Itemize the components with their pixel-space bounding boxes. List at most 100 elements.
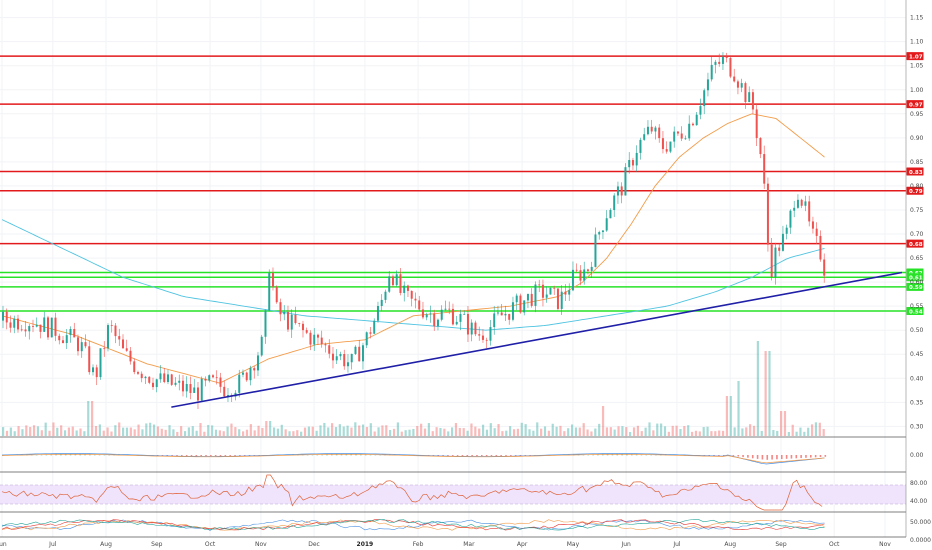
ema-fast-line xyxy=(1,113,825,384)
volume-bar xyxy=(609,427,612,436)
volume-bar xyxy=(137,424,140,436)
candle-body xyxy=(549,287,552,295)
macd-histogram-bar xyxy=(776,455,778,460)
candle-body xyxy=(759,138,762,155)
candle-body xyxy=(181,380,184,392)
candle-body xyxy=(275,286,278,303)
candlesticks xyxy=(2,52,826,409)
volume-bar xyxy=(44,422,47,436)
volume-bar xyxy=(505,430,508,436)
macd-histogram-bar xyxy=(747,455,749,458)
candle-body xyxy=(466,313,469,335)
volume-bar xyxy=(377,427,380,436)
candle-body xyxy=(740,83,743,88)
volume-bar xyxy=(594,428,597,436)
macd-histogram-bar xyxy=(524,455,527,456)
macd-histogram-bar xyxy=(800,455,802,459)
x-tick-label: Sep xyxy=(151,541,163,548)
volume-bar xyxy=(745,427,748,436)
volume-bar xyxy=(799,427,802,436)
time-axis[interactable]: Jun Jul Aug Sep Oct Nov Dec 2019 Feb Mar Apr May Jun… xyxy=(0,541,891,548)
candle-body xyxy=(553,287,556,289)
resistance-label-4: 0.68 xyxy=(909,242,923,248)
candle-body xyxy=(324,344,327,346)
volume-bar xyxy=(226,426,229,436)
x-tick-label: Aug xyxy=(724,541,736,548)
volume-bar xyxy=(98,424,101,436)
volume-bar xyxy=(338,424,341,436)
resistance-label-0: 1.07 xyxy=(909,54,923,60)
candle-body xyxy=(125,348,128,351)
volume-bar xyxy=(702,427,705,436)
volume-bar xyxy=(443,428,446,436)
volume-bar xyxy=(752,425,756,436)
candle-body xyxy=(470,322,473,335)
volume-bar xyxy=(323,422,326,436)
volume-bar xyxy=(652,430,655,436)
candle-body xyxy=(485,339,488,341)
y-tick-label: 1.15 xyxy=(910,15,924,22)
candle-body xyxy=(298,323,301,324)
y-tick-label: 0.35 xyxy=(910,399,924,406)
volume-bar xyxy=(249,424,252,436)
macd-histogram-bar xyxy=(621,454,623,456)
volume-bar xyxy=(822,428,825,436)
candle-body xyxy=(9,322,12,328)
candle-body xyxy=(511,302,514,320)
candle-body xyxy=(736,81,739,88)
macd-histogram-bar xyxy=(737,455,740,457)
support-label-box-1 xyxy=(906,273,924,282)
volume-bar xyxy=(512,429,516,436)
volume-bar xyxy=(319,425,322,436)
macd-histogram-bar xyxy=(790,455,793,459)
macd-histogram-bar xyxy=(751,455,754,459)
candle-body xyxy=(313,334,316,345)
volume-bar xyxy=(454,422,458,436)
volume-bar xyxy=(710,431,713,436)
candle-body xyxy=(136,372,139,374)
volume-bar xyxy=(218,430,221,436)
volume-bar xyxy=(741,428,744,436)
volume-bar xyxy=(601,406,605,436)
candle-body xyxy=(260,336,263,356)
volume-bar xyxy=(361,424,365,436)
macd-histogram-bar xyxy=(810,455,812,458)
macd-histogram-bar xyxy=(350,454,352,456)
volume-bar xyxy=(660,423,663,436)
volume-bar xyxy=(551,423,554,436)
candle-body xyxy=(309,332,312,345)
candle-body xyxy=(114,325,117,337)
volume-bar xyxy=(311,426,314,436)
volume-bar xyxy=(536,422,539,436)
candle-body xyxy=(384,291,387,300)
candle-body xyxy=(545,294,548,298)
candle-body xyxy=(710,64,713,80)
price-axis[interactable]: 1.15 1.10 1.05 1.00 0.95 0.90 0.85 0.80 0.75 0.70… xyxy=(905,0,931,544)
y-tick-label: 0.75 xyxy=(910,207,924,214)
volume-bar xyxy=(675,425,678,436)
candle-body xyxy=(789,210,792,228)
candle-body xyxy=(328,345,331,354)
candle-body xyxy=(95,367,98,378)
macd-histogram-bar xyxy=(456,455,459,456)
y-tick-label: 1.00 xyxy=(910,87,924,94)
candle-body xyxy=(635,152,638,166)
volume-bar xyxy=(400,431,403,436)
macd-histogram-bar xyxy=(79,454,82,456)
volume-bar xyxy=(160,428,163,436)
trendline[interactable] xyxy=(171,271,903,408)
macd-histogram-bar xyxy=(616,454,619,456)
trendline-segment xyxy=(171,271,903,408)
volume-bar xyxy=(276,428,280,436)
macd-histogram-bar xyxy=(780,455,783,460)
candle-body xyxy=(601,230,604,233)
volume-bar xyxy=(408,429,411,436)
volume-bar xyxy=(156,426,160,436)
candle-body xyxy=(620,186,623,196)
macd-tick-label: 0.00 xyxy=(910,452,924,459)
macd-histogram-bar xyxy=(795,455,798,459)
candle-body xyxy=(526,293,529,301)
y-tick-label: 0.95 xyxy=(910,111,924,118)
candle-body xyxy=(91,367,94,373)
